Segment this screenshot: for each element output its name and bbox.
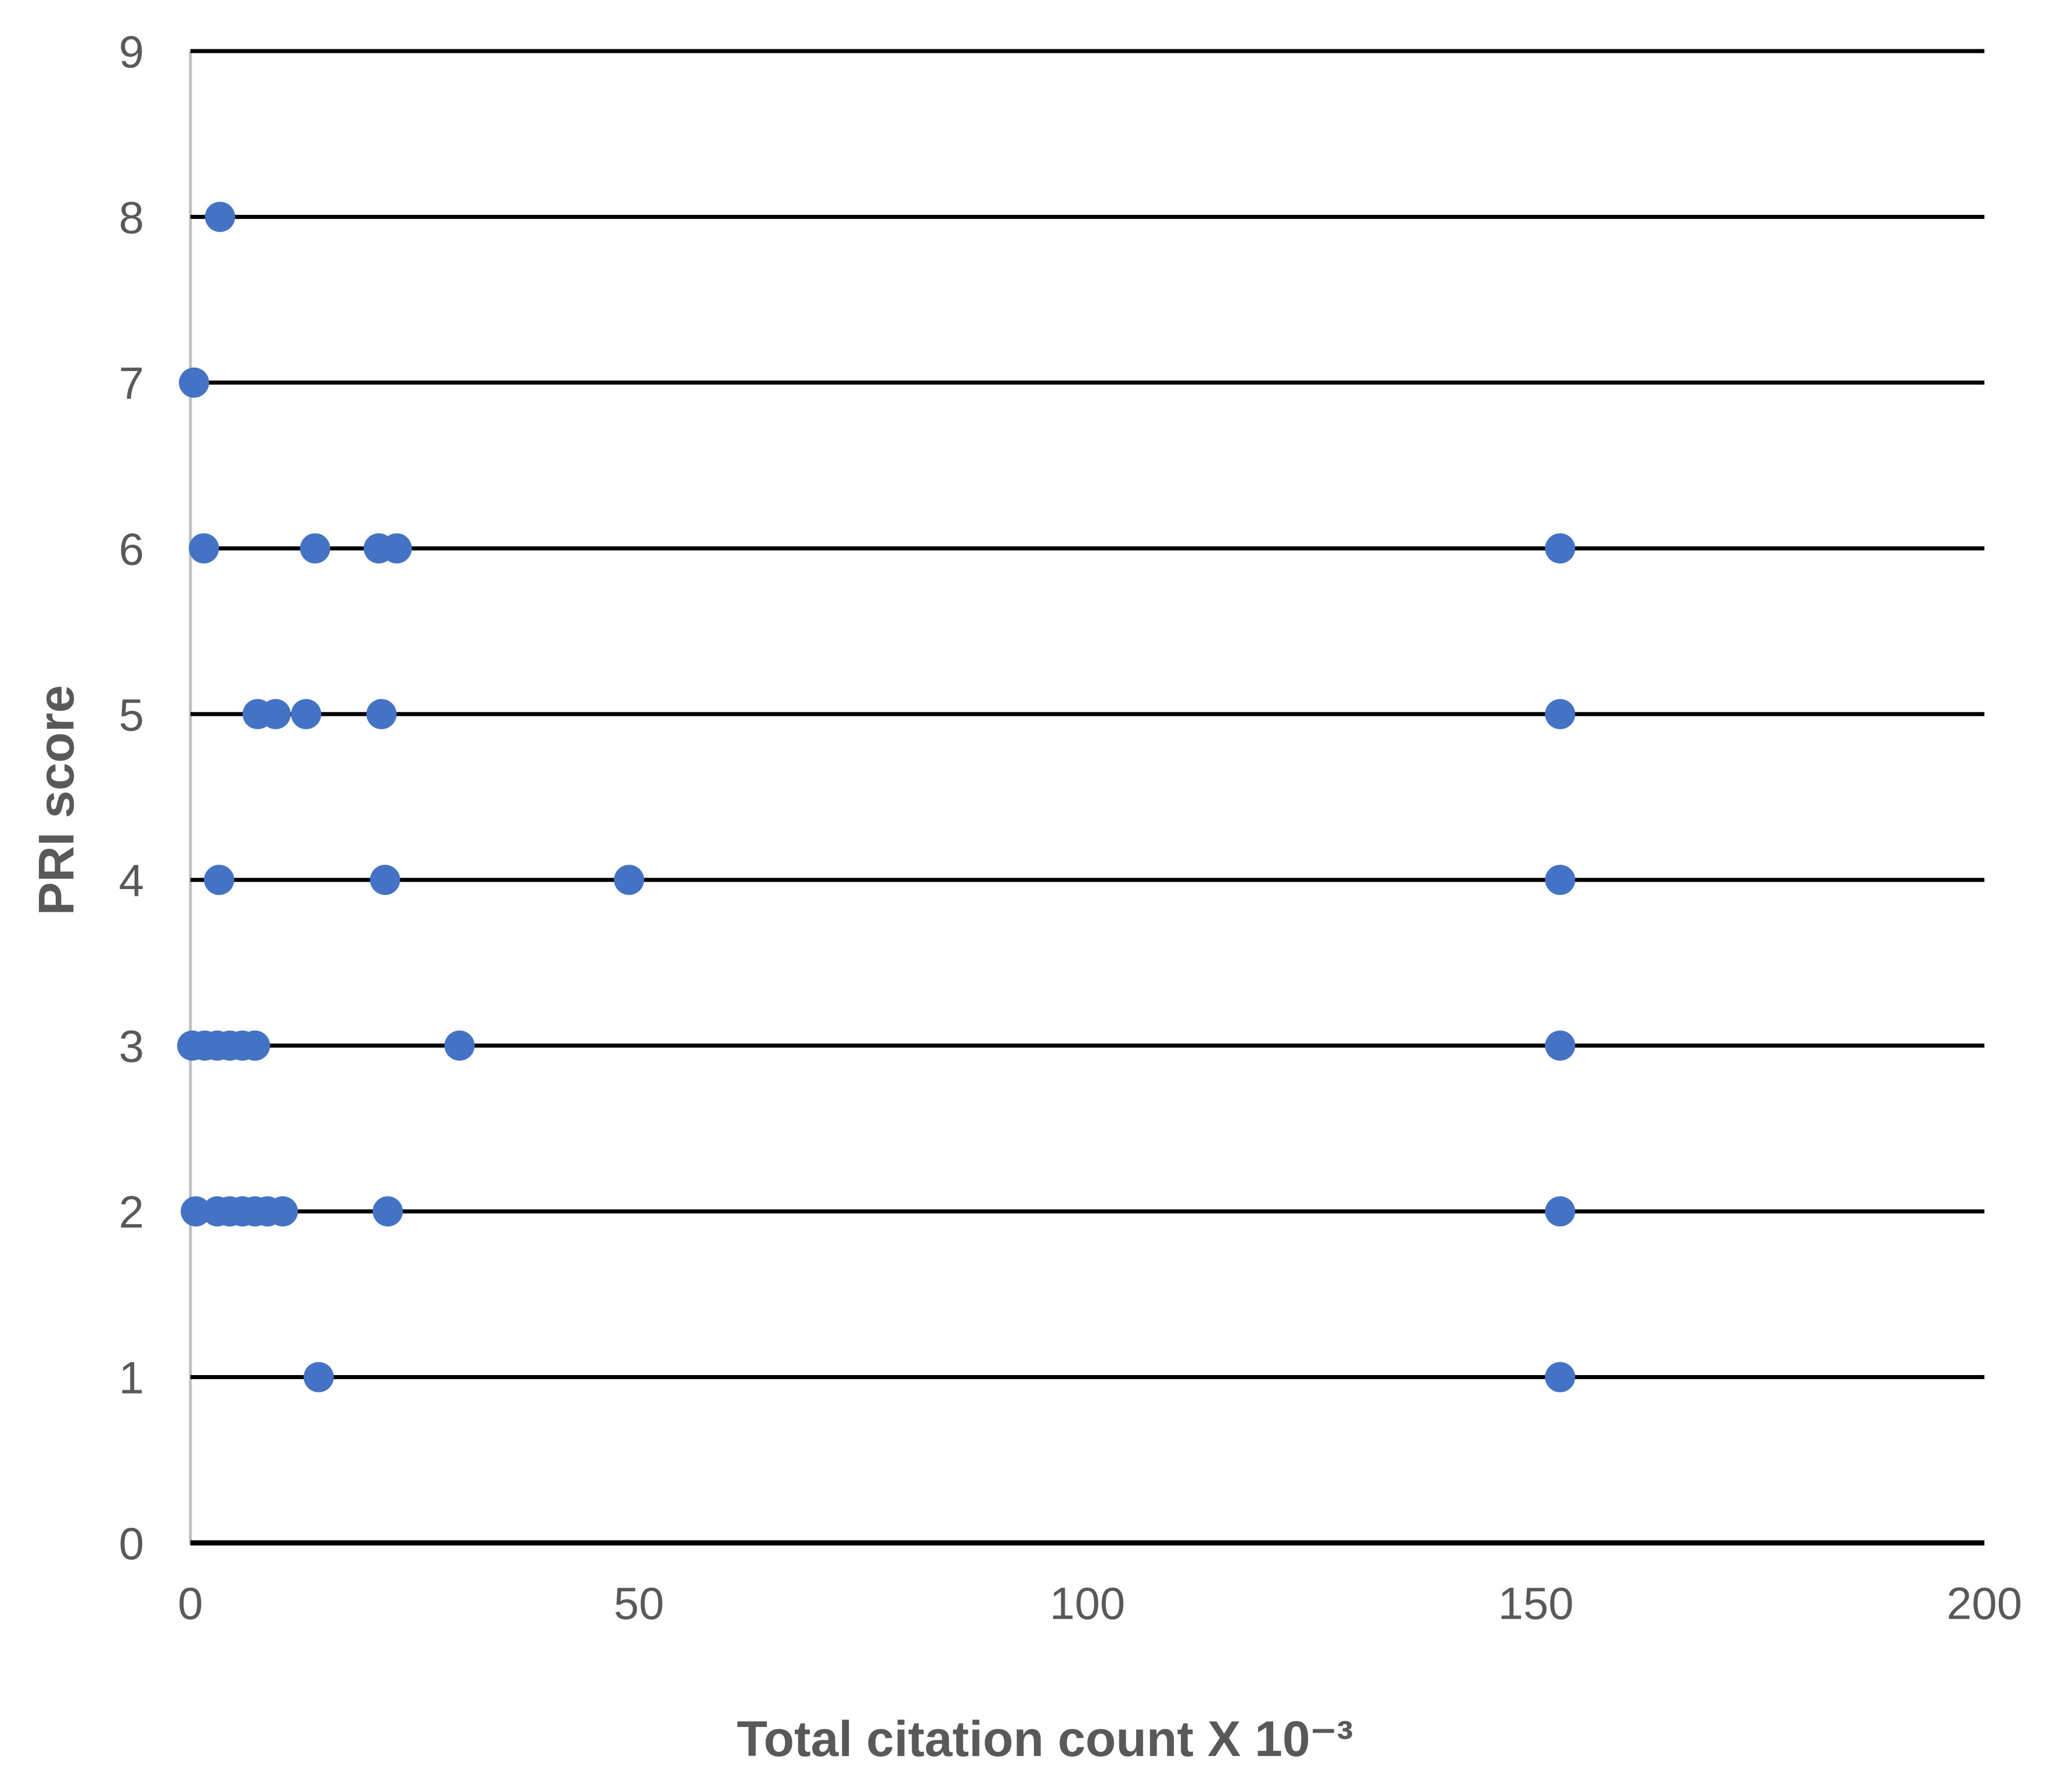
y-tick-label: 1	[119, 1352, 144, 1404]
y-tick-label: 3	[119, 1021, 144, 1072]
y-tick-label: 8	[119, 192, 144, 243]
data-point	[204, 865, 235, 895]
data-point	[614, 865, 644, 895]
y-tick-label: 9	[119, 26, 144, 77]
x-axis-title: Total citation count X 10⁻³	[737, 1711, 1353, 1767]
data-point	[1545, 533, 1576, 564]
x-tick-label: 150	[1498, 1578, 1573, 1629]
x-tick-label: 50	[614, 1578, 664, 1629]
data-point	[300, 533, 330, 564]
y-tick-label: 4	[119, 855, 144, 906]
y-tick-label: 6	[119, 523, 144, 574]
data-point	[1545, 699, 1576, 729]
data-point	[303, 1362, 334, 1392]
data-point	[189, 533, 219, 564]
y-tick-label: 0	[119, 1518, 144, 1569]
data-point	[181, 1196, 211, 1227]
y-axis-title: PRI score	[28, 685, 85, 916]
x-tick-label: 100	[1050, 1578, 1125, 1629]
data-point	[291, 699, 322, 729]
data-point	[260, 699, 291, 729]
data-point	[204, 201, 235, 232]
data-point	[268, 1196, 298, 1227]
data-point	[1545, 865, 1576, 895]
data-point	[240, 1030, 271, 1061]
x-tick-label: 0	[178, 1578, 203, 1629]
data-point	[366, 699, 397, 729]
y-tick-label: 7	[119, 358, 144, 409]
data-point	[370, 865, 401, 895]
data-point	[179, 367, 210, 398]
data-point	[1545, 1196, 1576, 1227]
data-point	[372, 1196, 403, 1227]
y-tick-label: 5	[119, 689, 144, 740]
data-point	[444, 1030, 475, 1061]
x-tick-label: 200	[1947, 1578, 2022, 1629]
y-tick-label: 2	[119, 1186, 144, 1237]
data-point	[1545, 1030, 1576, 1061]
data-point	[381, 533, 412, 564]
data-point	[1545, 1362, 1576, 1392]
